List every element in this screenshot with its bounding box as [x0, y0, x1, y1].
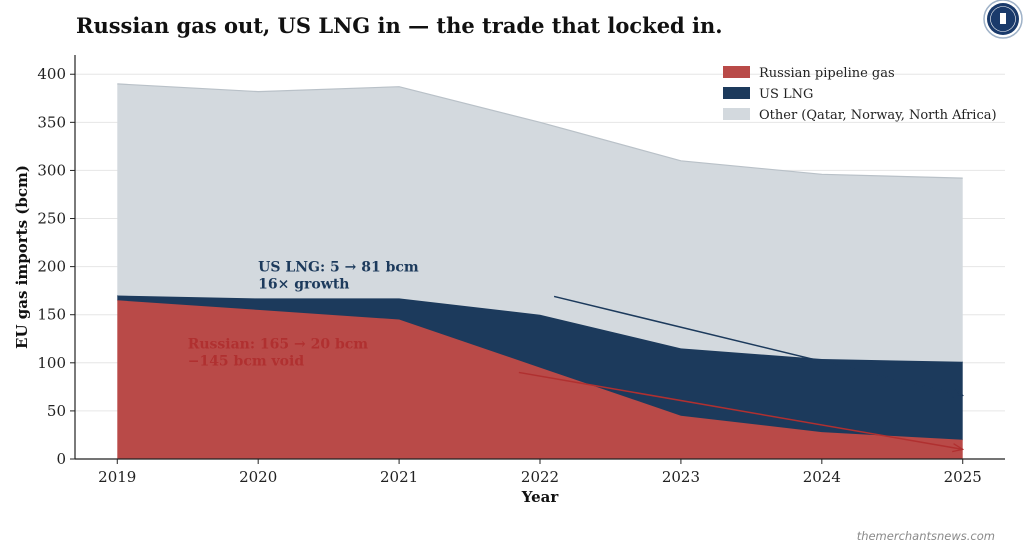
- x-tick-label: 2025: [944, 468, 982, 486]
- legend-swatch: [723, 66, 750, 78]
- logo-ring: [990, 6, 1016, 32]
- annotation-text: Russian: 165 → 20 bcm: [188, 336, 369, 352]
- legend-swatch: [723, 108, 750, 120]
- logo-seal: [983, 0, 1023, 39]
- y-axis-label: EU gas imports (bcm): [13, 165, 31, 349]
- x-tick-label: 2022: [521, 468, 559, 486]
- watermark: themerchantsnews.com: [857, 529, 995, 543]
- annotation-text: −145 bcm void: [188, 353, 305, 369]
- x-tick-label: 2020: [239, 468, 277, 486]
- legend: Russian pipeline gas US LNG Other (Qatar, …: [723, 66, 997, 123]
- area-edge-2: [117, 83, 963, 179]
- legend-label: Other (Qatar, Norway, North Africa): [759, 108, 997, 123]
- y-tick-label: 200: [37, 258, 66, 276]
- x-tick-label: 2019: [98, 468, 136, 486]
- legend-swatch: [723, 87, 750, 99]
- logo-mark: [1000, 13, 1006, 24]
- legend-label: US LNG: [759, 87, 813, 102]
- x-tick-label: 2024: [803, 468, 841, 486]
- y-tick-label: 50: [47, 402, 66, 420]
- legend-label: Russian pipeline gas: [759, 66, 895, 81]
- x-axis-label: Year: [521, 488, 560, 506]
- y-tick-label: 300: [37, 161, 66, 179]
- y-tick-label: 100: [37, 354, 66, 372]
- annotation-arrow: [518, 371, 963, 449]
- area-series-2: [117, 83, 963, 362]
- axes: 0 50 100 150 200 250 300 350 400 2019 2020 2021 2022…: [37, 55, 1005, 486]
- annotation-arrow: [553, 295, 963, 395]
- y-tick-label: 150: [37, 306, 66, 324]
- chart-title: Russian gas out, US LNG in — the trade t…: [76, 13, 723, 38]
- area-series-0: [117, 300, 963, 459]
- x-tick-label: 2021: [380, 468, 418, 486]
- areas: [117, 83, 963, 459]
- x-tick-label: 2023: [662, 468, 700, 486]
- y-tick-label: 250: [37, 210, 66, 228]
- y-tick-label: 350: [37, 113, 66, 131]
- y-tick-label: 400: [37, 65, 66, 83]
- area-series-1: [117, 295, 963, 440]
- annotation-text: US LNG: 5 → 81 bcm: [258, 259, 419, 275]
- annotation-text: 16× growth: [258, 276, 349, 292]
- y-tick-label: 0: [56, 450, 66, 468]
